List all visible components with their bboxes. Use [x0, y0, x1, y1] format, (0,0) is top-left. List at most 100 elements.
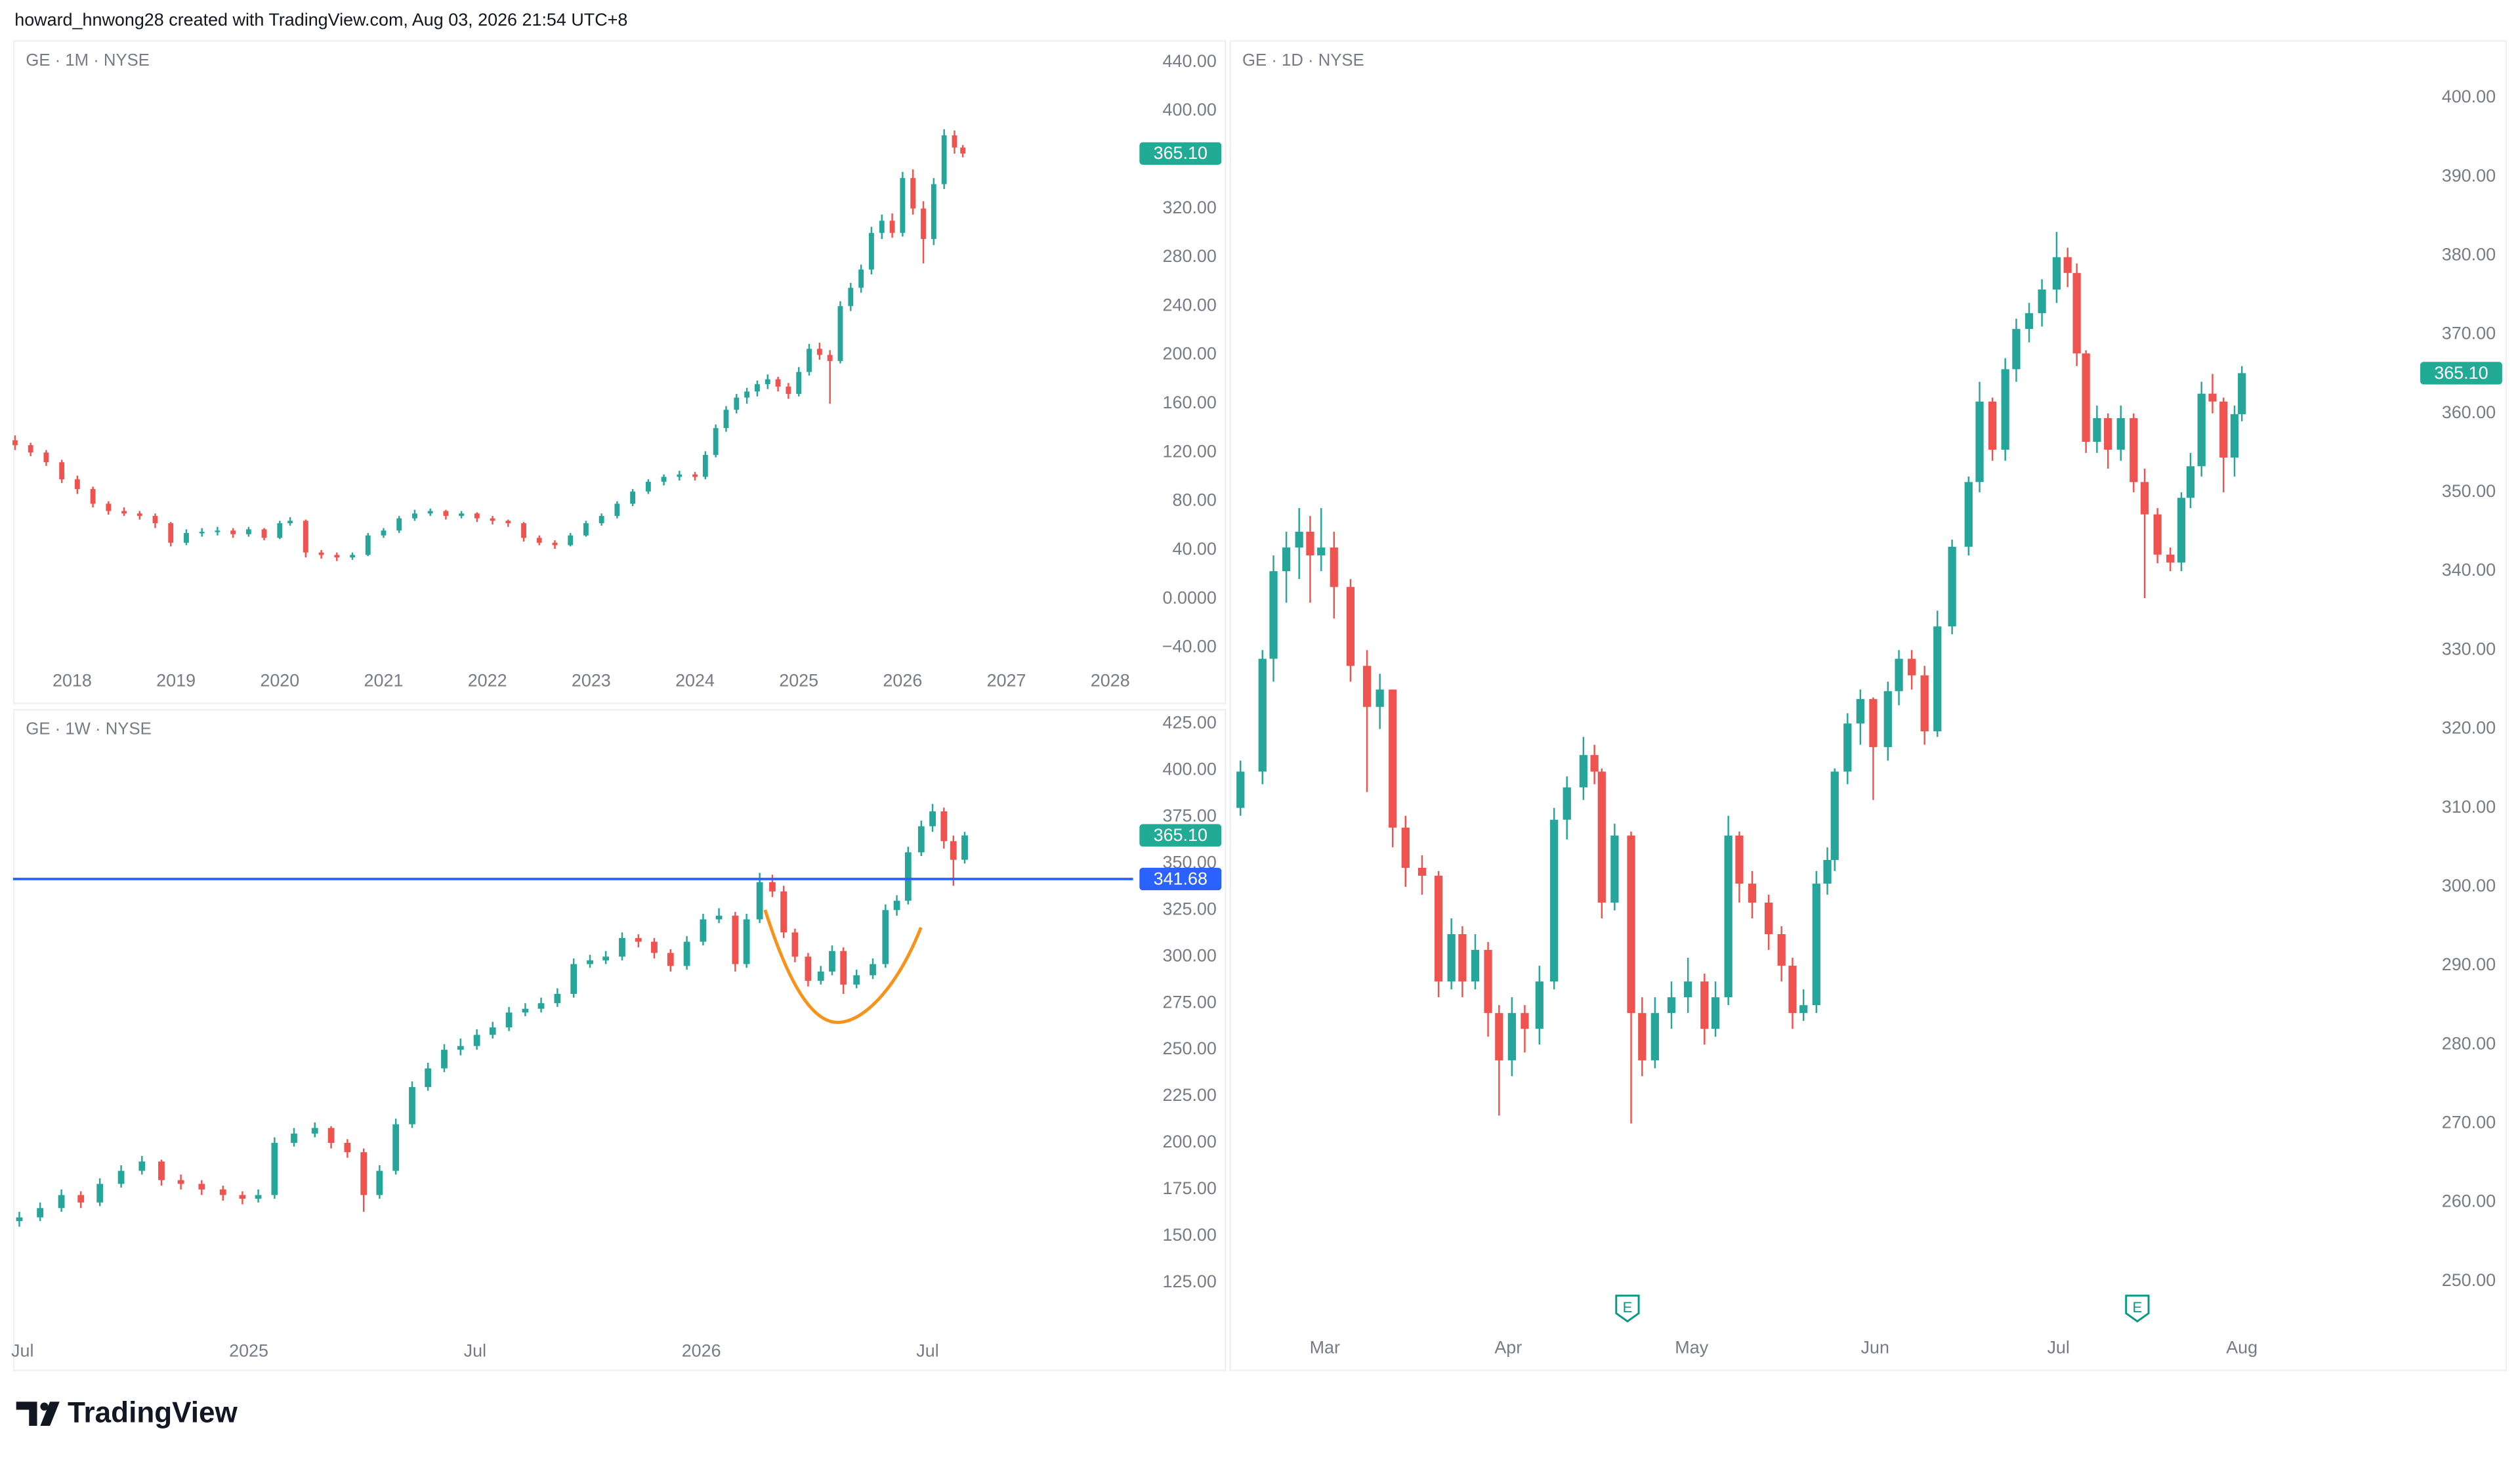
x-tick-label: 2024	[675, 670, 715, 690]
candle-body	[889, 221, 895, 233]
candle-body	[837, 306, 843, 361]
candle-body	[2130, 418, 2138, 482]
candle-body	[1258, 658, 1267, 772]
x-tick-label: 2022	[468, 670, 507, 690]
y-tick-label: 270.00	[2442, 1113, 2496, 1132]
candle-body	[882, 910, 889, 964]
candle-body	[239, 1195, 246, 1199]
x-tick-label: Jul	[11, 1340, 33, 1360]
candle-body	[409, 1086, 415, 1125]
y-tick-label: 340.00	[2442, 560, 2496, 580]
candle-body	[1869, 698, 1878, 748]
candle-body	[552, 542, 558, 546]
candle-body	[1458, 933, 1467, 982]
candle-body	[360, 1152, 368, 1195]
candle-body	[1330, 547, 1338, 588]
logo-dot	[40, 1402, 49, 1411]
candle-body	[199, 532, 205, 534]
candle-body	[587, 960, 593, 964]
x-tick-label: 2025	[779, 670, 818, 690]
candle-body	[2116, 418, 2125, 450]
y-tick-label: 260.00	[2442, 1191, 2496, 1211]
candle-body	[1856, 698, 1864, 724]
candle-body	[917, 826, 925, 853]
candle-body	[1735, 835, 1744, 884]
candle-body	[291, 1133, 297, 1143]
candle-body	[827, 354, 833, 361]
candle-body	[1521, 1013, 1529, 1029]
candle-body	[16, 1217, 23, 1222]
x-tick-label: 2025	[229, 1340, 268, 1360]
candle-body	[1724, 835, 1732, 998]
candle-body	[1484, 950, 1492, 1014]
candle-body	[929, 811, 936, 826]
candle-body	[457, 1046, 464, 1050]
y-tick-label: 250.00	[2442, 1270, 2496, 1290]
candle-body	[474, 513, 480, 519]
candle-body	[692, 474, 698, 477]
candle-body	[441, 1050, 448, 1069]
y-tick-label: 375.00	[1163, 806, 1217, 826]
x-tick-label: Jul	[2047, 1338, 2069, 1358]
candle-body	[869, 232, 874, 270]
candle-body	[870, 964, 876, 976]
candle-body	[1684, 981, 1692, 998]
y-tick-label: 330.00	[2442, 639, 2496, 658]
candle-body	[74, 479, 80, 490]
candle-body	[12, 440, 18, 446]
y-tick-label: 200.00	[1163, 1132, 1217, 1151]
candle-body	[59, 462, 65, 480]
x-tick-label: 2020	[260, 670, 299, 690]
candle-body	[1777, 933, 1786, 966]
candle-body	[765, 379, 770, 385]
y-tick-label: 300.00	[1163, 945, 1217, 965]
candle-body	[2052, 257, 2061, 290]
earnings-label: E	[2133, 1299, 2143, 1316]
candle-body	[1495, 1013, 1503, 1061]
candle-body	[732, 915, 739, 964]
candle-body	[829, 951, 835, 972]
y-tick-label: 200.00	[1163, 344, 1217, 364]
candle-body	[817, 971, 824, 981]
candle-body	[1418, 868, 1427, 876]
earnings-marker	[2125, 1295, 2150, 1323]
y-tick-label: 290.00	[2442, 954, 2496, 974]
candle-body	[677, 474, 682, 477]
candle-body	[2140, 482, 2149, 515]
y-tick-label: 360.00	[2442, 402, 2496, 422]
candle-body	[37, 1208, 44, 1218]
candle-body	[1883, 691, 1892, 748]
candle-body	[2063, 257, 2072, 273]
last-price-badge	[1139, 824, 1222, 847]
y-tick-label: 380.00	[2442, 244, 2496, 264]
x-tick-label: 2028	[1091, 670, 1130, 690]
panel-frame	[12, 40, 1227, 704]
candle-body	[2238, 373, 2246, 414]
candle-body	[412, 513, 417, 519]
candle-body	[2208, 393, 2217, 402]
candle-body	[287, 521, 293, 524]
candle-body	[796, 372, 802, 395]
earnings-marker	[1615, 1295, 1640, 1323]
candle-body	[602, 956, 610, 960]
last-price-label: 365.10	[2434, 363, 2488, 383]
candle-body	[117, 1170, 125, 1184]
last-price-badge	[2420, 362, 2502, 385]
x-tick-label: Jun	[1861, 1338, 1889, 1358]
candle-body	[1389, 689, 1397, 828]
candle-body	[921, 208, 926, 240]
y-tick-label: 440.00	[1163, 51, 1217, 71]
candle-body	[651, 941, 658, 953]
x-tick-label: Aug	[2226, 1338, 2258, 1358]
candle-body	[614, 504, 620, 516]
candle-body	[106, 504, 112, 511]
y-tick-label: 280.00	[1163, 246, 1217, 266]
candle-body	[271, 1142, 278, 1195]
candle-body	[940, 811, 948, 842]
candle-body	[376, 1170, 383, 1195]
candle-body	[537, 1003, 545, 1009]
candle-body	[2186, 466, 2195, 498]
panel-frame	[12, 708, 1227, 1371]
candle-body	[230, 530, 236, 534]
